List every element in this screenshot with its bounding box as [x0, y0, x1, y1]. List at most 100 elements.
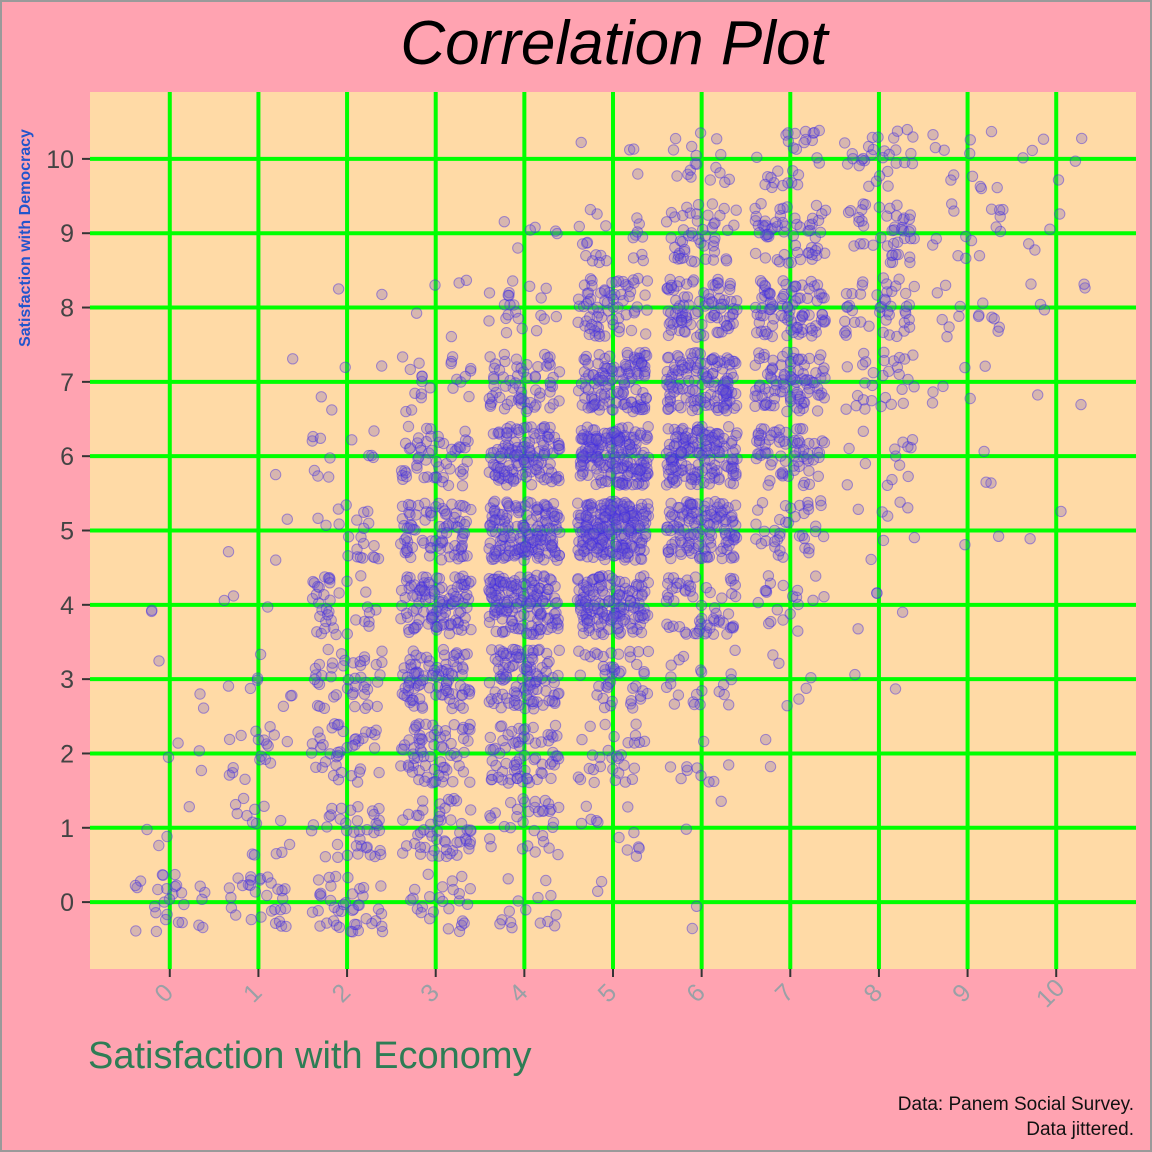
data-point — [624, 651, 636, 663]
data-point — [402, 759, 415, 771]
data-point — [535, 530, 548, 543]
data-point — [483, 616, 496, 628]
data-point — [346, 904, 359, 917]
data-point — [463, 684, 475, 696]
data-point — [609, 663, 621, 675]
data-point — [419, 588, 432, 601]
data-point — [222, 680, 235, 692]
data-point — [517, 519, 529, 531]
data-point — [414, 848, 427, 860]
data-point — [591, 524, 603, 536]
data-point — [703, 776, 715, 788]
data-point — [437, 611, 450, 623]
data-point — [525, 628, 537, 640]
data-point — [453, 607, 465, 619]
data-point — [700, 626, 713, 638]
data-point — [313, 658, 326, 671]
data-point — [610, 397, 622, 409]
data-point — [679, 584, 691, 596]
data-point — [424, 913, 436, 925]
data-point — [445, 598, 457, 610]
data-point — [890, 157, 902, 169]
data-point — [664, 761, 677, 773]
data-point — [486, 591, 498, 603]
data-point — [551, 523, 563, 536]
data-point — [670, 294, 682, 307]
data-point — [442, 793, 455, 806]
data-point — [631, 226, 644, 238]
data-point — [852, 503, 864, 515]
data-point — [492, 771, 504, 783]
data-point — [425, 535, 438, 547]
data-point — [491, 692, 504, 705]
data-point — [705, 296, 718, 308]
data-point — [518, 608, 530, 621]
data-point — [542, 352, 554, 364]
data-point — [397, 669, 409, 681]
data-point — [779, 500, 792, 512]
data-point — [496, 523, 508, 535]
data-point — [902, 441, 914, 453]
x-tick-label: 3 — [415, 979, 445, 1009]
data-point — [527, 647, 539, 659]
data-point — [237, 792, 250, 805]
data-point — [538, 313, 550, 325]
data-point — [604, 579, 617, 591]
data-point — [397, 847, 409, 859]
data-point — [410, 719, 422, 731]
data-point — [494, 589, 506, 601]
data-point — [617, 603, 630, 615]
data-point — [624, 595, 637, 608]
data-point — [588, 589, 600, 601]
data-point — [435, 665, 447, 677]
data-point — [431, 605, 443, 618]
data-point — [606, 667, 618, 680]
data-point — [218, 594, 231, 607]
data-point — [750, 518, 762, 530]
data-point — [232, 872, 244, 884]
data-point — [459, 612, 471, 624]
data-point — [899, 353, 911, 365]
data-point — [397, 743, 409, 756]
data-point — [531, 528, 544, 540]
data-point — [711, 133, 723, 145]
data-point — [979, 360, 991, 372]
data-point — [328, 901, 340, 913]
data-point — [634, 429, 646, 441]
data-point — [349, 700, 361, 713]
data-point — [459, 501, 471, 513]
data-point — [721, 628, 733, 640]
data-point — [904, 209, 916, 221]
data-point — [524, 597, 536, 609]
data-point — [583, 762, 595, 775]
data-point — [728, 219, 740, 231]
data-point — [498, 515, 511, 527]
data-point — [354, 883, 366, 895]
data-point — [262, 740, 274, 752]
data-point — [490, 546, 502, 558]
data-point — [596, 605, 608, 618]
data-point — [410, 307, 423, 319]
data-point — [454, 680, 467, 692]
data-point — [483, 573, 495, 585]
data-point — [461, 455, 473, 468]
data-point — [583, 328, 595, 341]
data-point — [169, 868, 181, 881]
data-point — [515, 501, 527, 513]
data-point — [443, 903, 455, 915]
data-point — [463, 843, 475, 855]
data-point — [696, 318, 708, 331]
data-point — [584, 651, 596, 663]
data-point — [487, 520, 499, 533]
data-point — [287, 353, 299, 365]
data-point — [430, 689, 442, 701]
data-point — [459, 579, 471, 591]
data-point — [638, 612, 650, 625]
data-point — [362, 699, 374, 711]
data-point — [515, 594, 527, 606]
data-point — [930, 233, 942, 245]
data-point — [446, 875, 458, 887]
data-point — [450, 520, 463, 533]
data-point — [973, 250, 986, 262]
data-point — [493, 364, 506, 376]
